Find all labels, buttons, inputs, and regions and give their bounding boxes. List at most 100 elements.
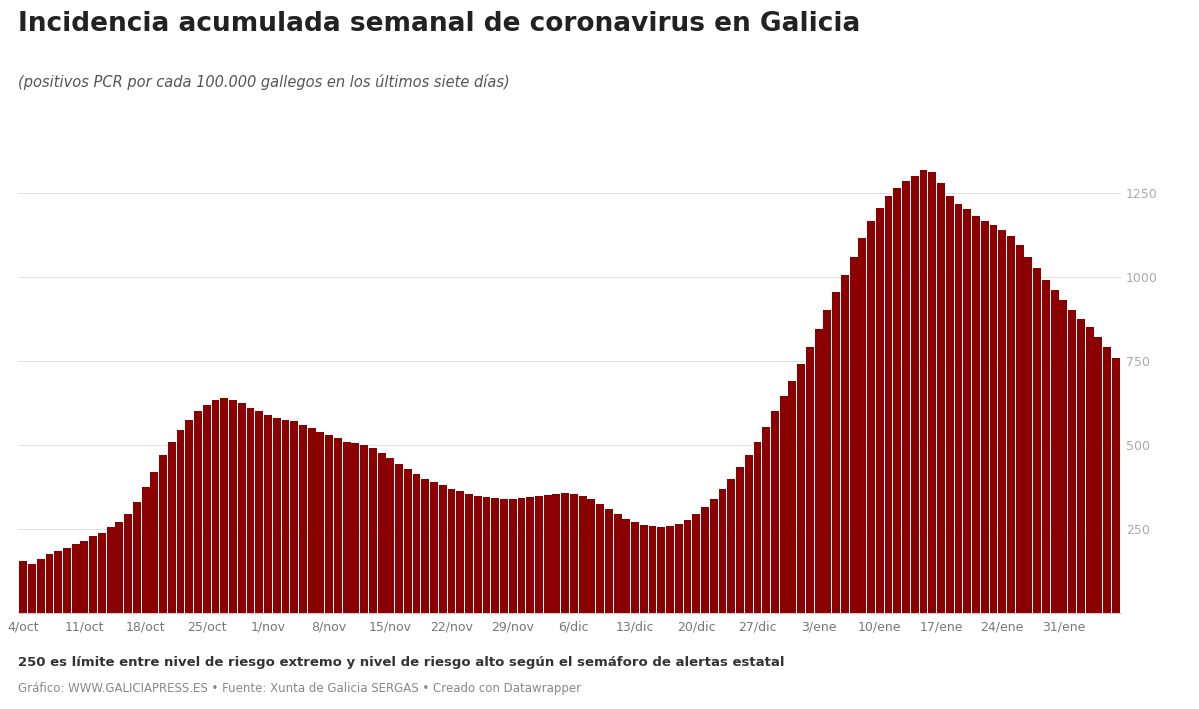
Bar bbox=[186, 420, 193, 613]
Bar bbox=[203, 405, 211, 613]
Bar bbox=[675, 524, 682, 613]
Bar bbox=[125, 514, 132, 613]
Bar bbox=[80, 541, 89, 613]
Bar bbox=[649, 527, 657, 613]
Bar bbox=[840, 275, 849, 613]
Bar bbox=[1068, 311, 1076, 613]
Bar bbox=[946, 196, 953, 613]
Bar bbox=[98, 532, 106, 613]
Bar bbox=[176, 430, 185, 613]
Bar bbox=[421, 479, 429, 613]
Bar bbox=[89, 536, 97, 613]
Bar bbox=[500, 499, 508, 613]
Bar bbox=[335, 438, 342, 613]
Bar bbox=[824, 311, 831, 613]
Bar bbox=[1024, 257, 1032, 613]
Bar bbox=[1060, 301, 1067, 613]
Bar bbox=[683, 520, 692, 613]
Bar bbox=[622, 519, 631, 613]
Bar bbox=[771, 411, 779, 613]
Bar bbox=[412, 474, 421, 613]
Text: 250 es límite entre nivel de riesgo extremo y nivel de riesgo alto según el semá: 250 es límite entre nivel de riesgo extr… bbox=[18, 656, 784, 669]
Bar bbox=[954, 204, 963, 613]
Bar bbox=[561, 493, 570, 613]
Bar bbox=[692, 514, 700, 613]
Bar bbox=[850, 257, 857, 613]
Bar bbox=[553, 494, 560, 613]
Bar bbox=[430, 482, 438, 613]
Bar bbox=[867, 221, 875, 613]
Bar bbox=[465, 494, 472, 613]
Bar bbox=[858, 238, 866, 613]
Bar bbox=[1050, 290, 1059, 613]
Bar bbox=[885, 196, 892, 613]
Bar bbox=[290, 421, 299, 613]
Bar bbox=[64, 547, 71, 613]
Bar bbox=[701, 507, 709, 613]
Bar bbox=[1103, 347, 1111, 613]
Bar bbox=[920, 169, 928, 613]
Bar bbox=[72, 545, 79, 613]
Bar bbox=[351, 443, 360, 613]
Bar bbox=[343, 442, 350, 613]
Bar bbox=[115, 523, 123, 613]
Bar bbox=[806, 347, 814, 613]
Bar bbox=[325, 435, 333, 613]
Bar bbox=[789, 381, 796, 613]
Bar bbox=[299, 425, 307, 613]
Bar bbox=[396, 464, 403, 613]
Bar bbox=[492, 498, 499, 613]
Bar bbox=[194, 411, 201, 613]
Bar bbox=[728, 479, 735, 613]
Bar bbox=[667, 527, 674, 613]
Bar bbox=[745, 455, 753, 613]
Bar bbox=[474, 496, 482, 613]
Bar bbox=[736, 467, 743, 613]
Bar bbox=[911, 176, 918, 613]
Bar bbox=[482, 497, 490, 613]
Bar bbox=[360, 445, 368, 613]
Bar bbox=[605, 509, 613, 613]
Bar bbox=[19, 561, 28, 613]
Bar bbox=[404, 469, 411, 613]
Bar bbox=[378, 454, 386, 613]
Bar bbox=[876, 208, 884, 613]
Bar bbox=[1034, 268, 1041, 613]
Bar bbox=[535, 496, 543, 613]
Bar bbox=[779, 396, 788, 613]
Bar bbox=[640, 525, 647, 613]
Bar bbox=[526, 497, 534, 613]
Bar bbox=[579, 496, 586, 613]
Bar bbox=[938, 182, 945, 613]
Bar bbox=[133, 502, 140, 613]
Bar bbox=[972, 216, 980, 613]
Bar bbox=[317, 432, 325, 613]
Bar bbox=[308, 428, 315, 613]
Bar bbox=[543, 495, 552, 613]
Bar bbox=[1016, 245, 1024, 613]
Bar bbox=[989, 225, 998, 613]
Bar bbox=[255, 411, 263, 613]
Bar bbox=[37, 559, 44, 613]
Bar bbox=[814, 329, 823, 613]
Bar bbox=[902, 181, 910, 613]
Bar bbox=[570, 494, 578, 613]
Bar bbox=[614, 514, 621, 613]
Bar bbox=[168, 442, 176, 613]
Bar bbox=[1085, 328, 1093, 613]
Bar bbox=[963, 209, 971, 613]
Bar bbox=[457, 491, 464, 613]
Bar bbox=[1077, 319, 1085, 613]
Bar bbox=[1095, 337, 1102, 613]
Bar bbox=[386, 459, 394, 613]
Bar bbox=[54, 551, 62, 613]
Bar bbox=[508, 499, 517, 613]
Bar bbox=[369, 448, 376, 613]
Bar bbox=[221, 398, 228, 613]
Bar bbox=[797, 364, 805, 613]
Bar bbox=[150, 472, 158, 613]
Bar bbox=[763, 427, 770, 613]
Bar bbox=[596, 504, 604, 613]
Bar bbox=[1007, 236, 1014, 613]
Bar bbox=[264, 415, 272, 613]
